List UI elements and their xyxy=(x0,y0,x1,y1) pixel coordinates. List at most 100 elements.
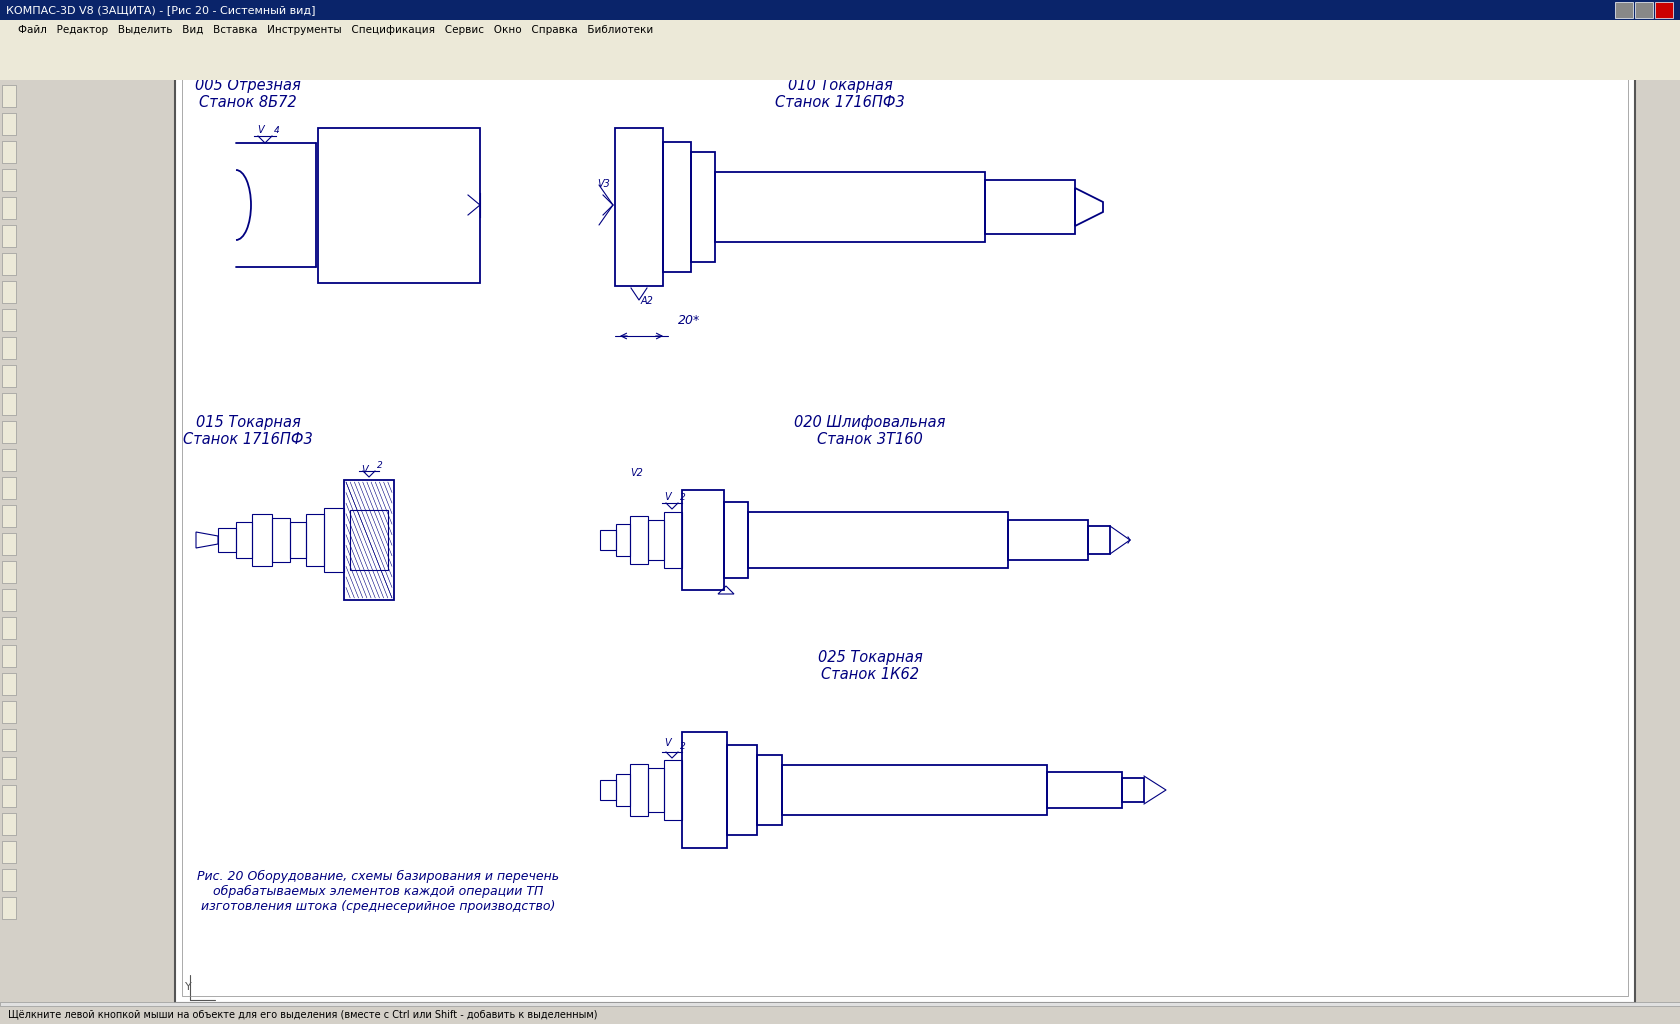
Bar xyxy=(218,528,235,552)
Bar xyxy=(2,337,17,359)
Bar xyxy=(781,765,1047,815)
Text: V: V xyxy=(361,465,368,475)
Bar xyxy=(2,225,17,247)
Bar xyxy=(2,421,17,443)
Text: 20*: 20* xyxy=(679,314,701,328)
Text: 020 Шлифовальная
Станок 3Т160: 020 Шлифовальная Станок 3Т160 xyxy=(795,415,946,447)
Bar xyxy=(344,480,395,600)
Bar xyxy=(600,780,617,800)
Bar xyxy=(2,701,17,723)
Text: V3: V3 xyxy=(596,179,610,189)
Bar xyxy=(2,393,17,415)
Bar xyxy=(2,785,17,807)
Bar xyxy=(0,80,18,980)
Bar xyxy=(748,512,1008,568)
Bar xyxy=(727,745,758,835)
Text: 025 Токарная
Станок 1К62: 025 Токарная Станок 1К62 xyxy=(818,650,922,682)
Bar xyxy=(0,0,1680,20)
Bar xyxy=(2,897,17,919)
Text: Щёлкните левой кнопкой мыши на объекте для его выделения (вместе с Ctrl или Shif: Щёлкните левой кнопкой мыши на объекте д… xyxy=(8,1009,598,1019)
Bar xyxy=(2,729,17,751)
Bar xyxy=(1658,80,1680,980)
Bar xyxy=(690,152,716,262)
Bar xyxy=(2,141,17,163)
Bar xyxy=(2,589,17,611)
Bar xyxy=(1635,2,1653,18)
Bar xyxy=(2,841,17,863)
Bar xyxy=(2,757,17,779)
Bar xyxy=(175,63,1635,1002)
Bar xyxy=(1655,2,1673,18)
Bar xyxy=(252,514,272,566)
Bar xyxy=(1122,778,1144,802)
Text: КОМПАС-3D V8 (ЗАЩИТА) - [Рис 20 - Системный вид]: КОМПАС-3D V8 (ЗАЩИТА) - [Рис 20 - Систем… xyxy=(7,5,316,15)
Bar xyxy=(2,365,17,387)
Bar xyxy=(0,1002,1680,1006)
Bar xyxy=(318,128,480,283)
Bar xyxy=(0,20,1680,40)
Text: V: V xyxy=(664,738,670,748)
Bar xyxy=(306,514,324,566)
Text: 010 Токарная
Станок 1716ПФ3: 010 Токарная Станок 1716ПФ3 xyxy=(774,78,906,111)
Bar xyxy=(349,510,388,570)
Text: V: V xyxy=(664,492,670,502)
Bar xyxy=(2,477,17,499)
Bar xyxy=(0,40,1680,60)
Bar xyxy=(0,1004,1680,1024)
Bar xyxy=(2,813,17,835)
Bar xyxy=(2,309,17,331)
Bar xyxy=(664,142,690,272)
Bar xyxy=(716,172,984,242)
Text: Y: Y xyxy=(185,982,192,992)
Bar xyxy=(2,673,17,695)
Bar xyxy=(2,561,17,583)
Text: Файл   Редактор   Выделить   Вид   Вставка   Инструменты   Спецификация   Сервис: Файл Редактор Выделить Вид Вставка Инстр… xyxy=(18,25,654,35)
Text: 2: 2 xyxy=(376,461,383,470)
Bar xyxy=(648,520,664,560)
Text: Рис. 20 Оборудование, схемы базирования и перечень
обрабатываемых элементов кажд: Рис. 20 Оборудование, схемы базирования … xyxy=(197,870,559,913)
Bar xyxy=(600,530,617,550)
Bar xyxy=(615,128,664,286)
Bar xyxy=(272,518,291,562)
Bar xyxy=(2,645,17,667)
Text: 015 Токарная
Станок 1716ПФ3: 015 Токарная Станок 1716ПФ3 xyxy=(183,415,312,447)
Bar xyxy=(664,760,682,820)
Bar xyxy=(2,449,17,471)
Text: 4: 4 xyxy=(274,126,281,135)
Bar xyxy=(984,180,1075,234)
Text: 2: 2 xyxy=(680,493,685,502)
Text: 005 Отрезная
Станок 8Б72: 005 Отрезная Станок 8Б72 xyxy=(195,78,301,111)
Bar xyxy=(617,524,630,556)
Bar xyxy=(2,85,17,106)
Bar xyxy=(2,617,17,639)
Bar xyxy=(2,253,17,275)
Bar xyxy=(630,764,648,816)
Text: X: X xyxy=(215,1002,223,1012)
Bar xyxy=(1008,520,1089,560)
Bar xyxy=(682,490,724,590)
Bar xyxy=(630,516,648,564)
Bar xyxy=(291,522,306,558)
Bar xyxy=(648,768,664,812)
Bar xyxy=(235,522,252,558)
Bar xyxy=(1614,2,1633,18)
Bar xyxy=(758,755,781,825)
Bar xyxy=(682,732,727,848)
Bar xyxy=(2,505,17,527)
Text: 2: 2 xyxy=(680,742,685,751)
Text: V: V xyxy=(257,125,264,135)
Text: V2: V2 xyxy=(630,468,643,478)
Bar xyxy=(1047,772,1122,808)
Bar xyxy=(1089,526,1110,554)
Bar xyxy=(2,197,17,219)
Bar xyxy=(2,169,17,191)
Bar xyxy=(0,60,1680,80)
Bar xyxy=(617,774,630,806)
Bar xyxy=(2,281,17,303)
Bar xyxy=(324,508,344,572)
Bar xyxy=(2,534,17,555)
Bar xyxy=(724,502,748,578)
Bar xyxy=(664,512,682,568)
Text: A2: A2 xyxy=(642,296,654,306)
Bar xyxy=(2,113,17,135)
